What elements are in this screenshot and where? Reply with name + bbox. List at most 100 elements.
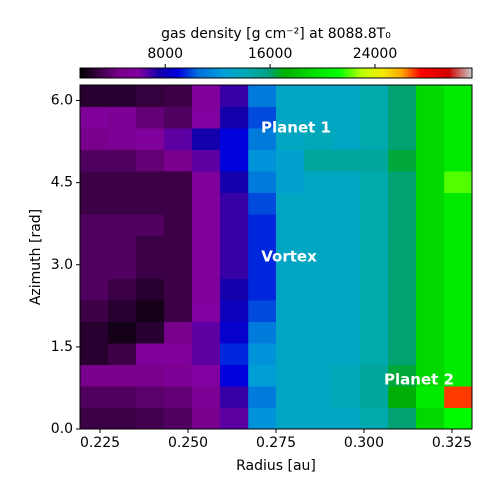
cell	[135, 192, 165, 215]
cell	[248, 192, 277, 215]
cell	[331, 343, 361, 365]
cell	[164, 149, 193, 172]
cell	[135, 386, 165, 408]
cell	[191, 407, 221, 430]
cell	[164, 192, 193, 215]
cell	[248, 171, 277, 193]
cell	[388, 106, 417, 129]
cell	[191, 214, 221, 236]
colorbar-label: gas density [g cm⁻²] at 8088.8T₀	[161, 26, 391, 42]
colorbar-tick-label: 24000	[353, 46, 398, 62]
x-axis-label: Radius [au]	[236, 458, 316, 474]
y-tick-label: 0.0	[51, 421, 73, 437]
cell	[360, 321, 389, 344]
cell	[108, 300, 137, 322]
y-tick-label: 3.0	[51, 257, 73, 273]
cell	[164, 364, 193, 387]
cell	[331, 278, 361, 301]
cell	[135, 407, 165, 430]
cell	[360, 214, 389, 236]
cell	[220, 321, 249, 344]
cell	[191, 235, 221, 258]
cell	[80, 364, 109, 387]
x-tick-label: 0.225	[80, 435, 120, 451]
cell	[135, 343, 165, 365]
cell	[304, 106, 333, 129]
cell	[416, 106, 445, 129]
cell	[360, 278, 389, 301]
cell	[416, 278, 445, 301]
cell	[304, 386, 333, 408]
cell	[276, 343, 305, 365]
cell	[304, 214, 333, 236]
x-tick-label: 0.325	[432, 435, 472, 451]
cell	[331, 386, 361, 408]
cell	[331, 214, 361, 236]
cell	[276, 128, 305, 150]
cell	[191, 343, 221, 365]
cell	[304, 407, 333, 430]
x-tick-label: 0.300	[344, 435, 384, 451]
cell	[191, 278, 221, 301]
cell	[248, 343, 277, 365]
annotation: Planet 1	[261, 119, 331, 137]
cell	[80, 149, 109, 172]
cell	[108, 278, 137, 301]
cell	[388, 171, 417, 193]
cell	[108, 386, 137, 408]
cell	[164, 171, 193, 193]
cell	[331, 257, 361, 279]
cell	[444, 128, 473, 150]
cell	[108, 214, 137, 236]
cell	[135, 171, 165, 193]
cell	[304, 192, 333, 215]
cell	[164, 386, 193, 408]
cell	[248, 364, 277, 387]
cell	[248, 257, 277, 279]
cell	[135, 106, 165, 129]
cell	[304, 128, 333, 150]
cell	[276, 106, 305, 129]
cell	[444, 106, 473, 129]
cell	[191, 192, 221, 215]
cell	[416, 149, 445, 172]
cell	[388, 257, 417, 279]
cell	[135, 214, 165, 236]
cell	[388, 128, 417, 150]
cell	[248, 85, 277, 107]
cell	[388, 85, 417, 107]
cell	[220, 386, 249, 408]
annotation: Planet 2	[384, 371, 454, 389]
cell	[444, 386, 473, 408]
cell	[304, 171, 333, 193]
cell	[388, 343, 417, 365]
cell	[360, 149, 389, 172]
cell	[304, 364, 333, 387]
cell	[191, 128, 221, 150]
cell	[388, 278, 417, 301]
cell	[220, 106, 249, 129]
colorbar-tick-label: 8000	[147, 46, 183, 62]
cell	[80, 106, 109, 129]
cell	[444, 343, 473, 365]
cell	[444, 192, 473, 215]
cell	[444, 85, 473, 107]
y-axis-label: Azimuth [rad]	[28, 209, 44, 305]
cell	[220, 300, 249, 322]
cell	[331, 149, 361, 172]
cell	[276, 321, 305, 344]
cell	[164, 343, 193, 365]
cell	[191, 106, 221, 129]
cell	[220, 257, 249, 279]
cell	[360, 343, 389, 365]
cell	[164, 106, 193, 129]
cell	[360, 171, 389, 193]
annotation: Vortex	[261, 248, 317, 266]
cell	[80, 171, 109, 193]
cell	[135, 149, 165, 172]
cell	[416, 343, 445, 365]
cell	[388, 300, 417, 322]
cell	[444, 407, 473, 430]
cell	[276, 278, 305, 301]
cell	[276, 386, 305, 408]
